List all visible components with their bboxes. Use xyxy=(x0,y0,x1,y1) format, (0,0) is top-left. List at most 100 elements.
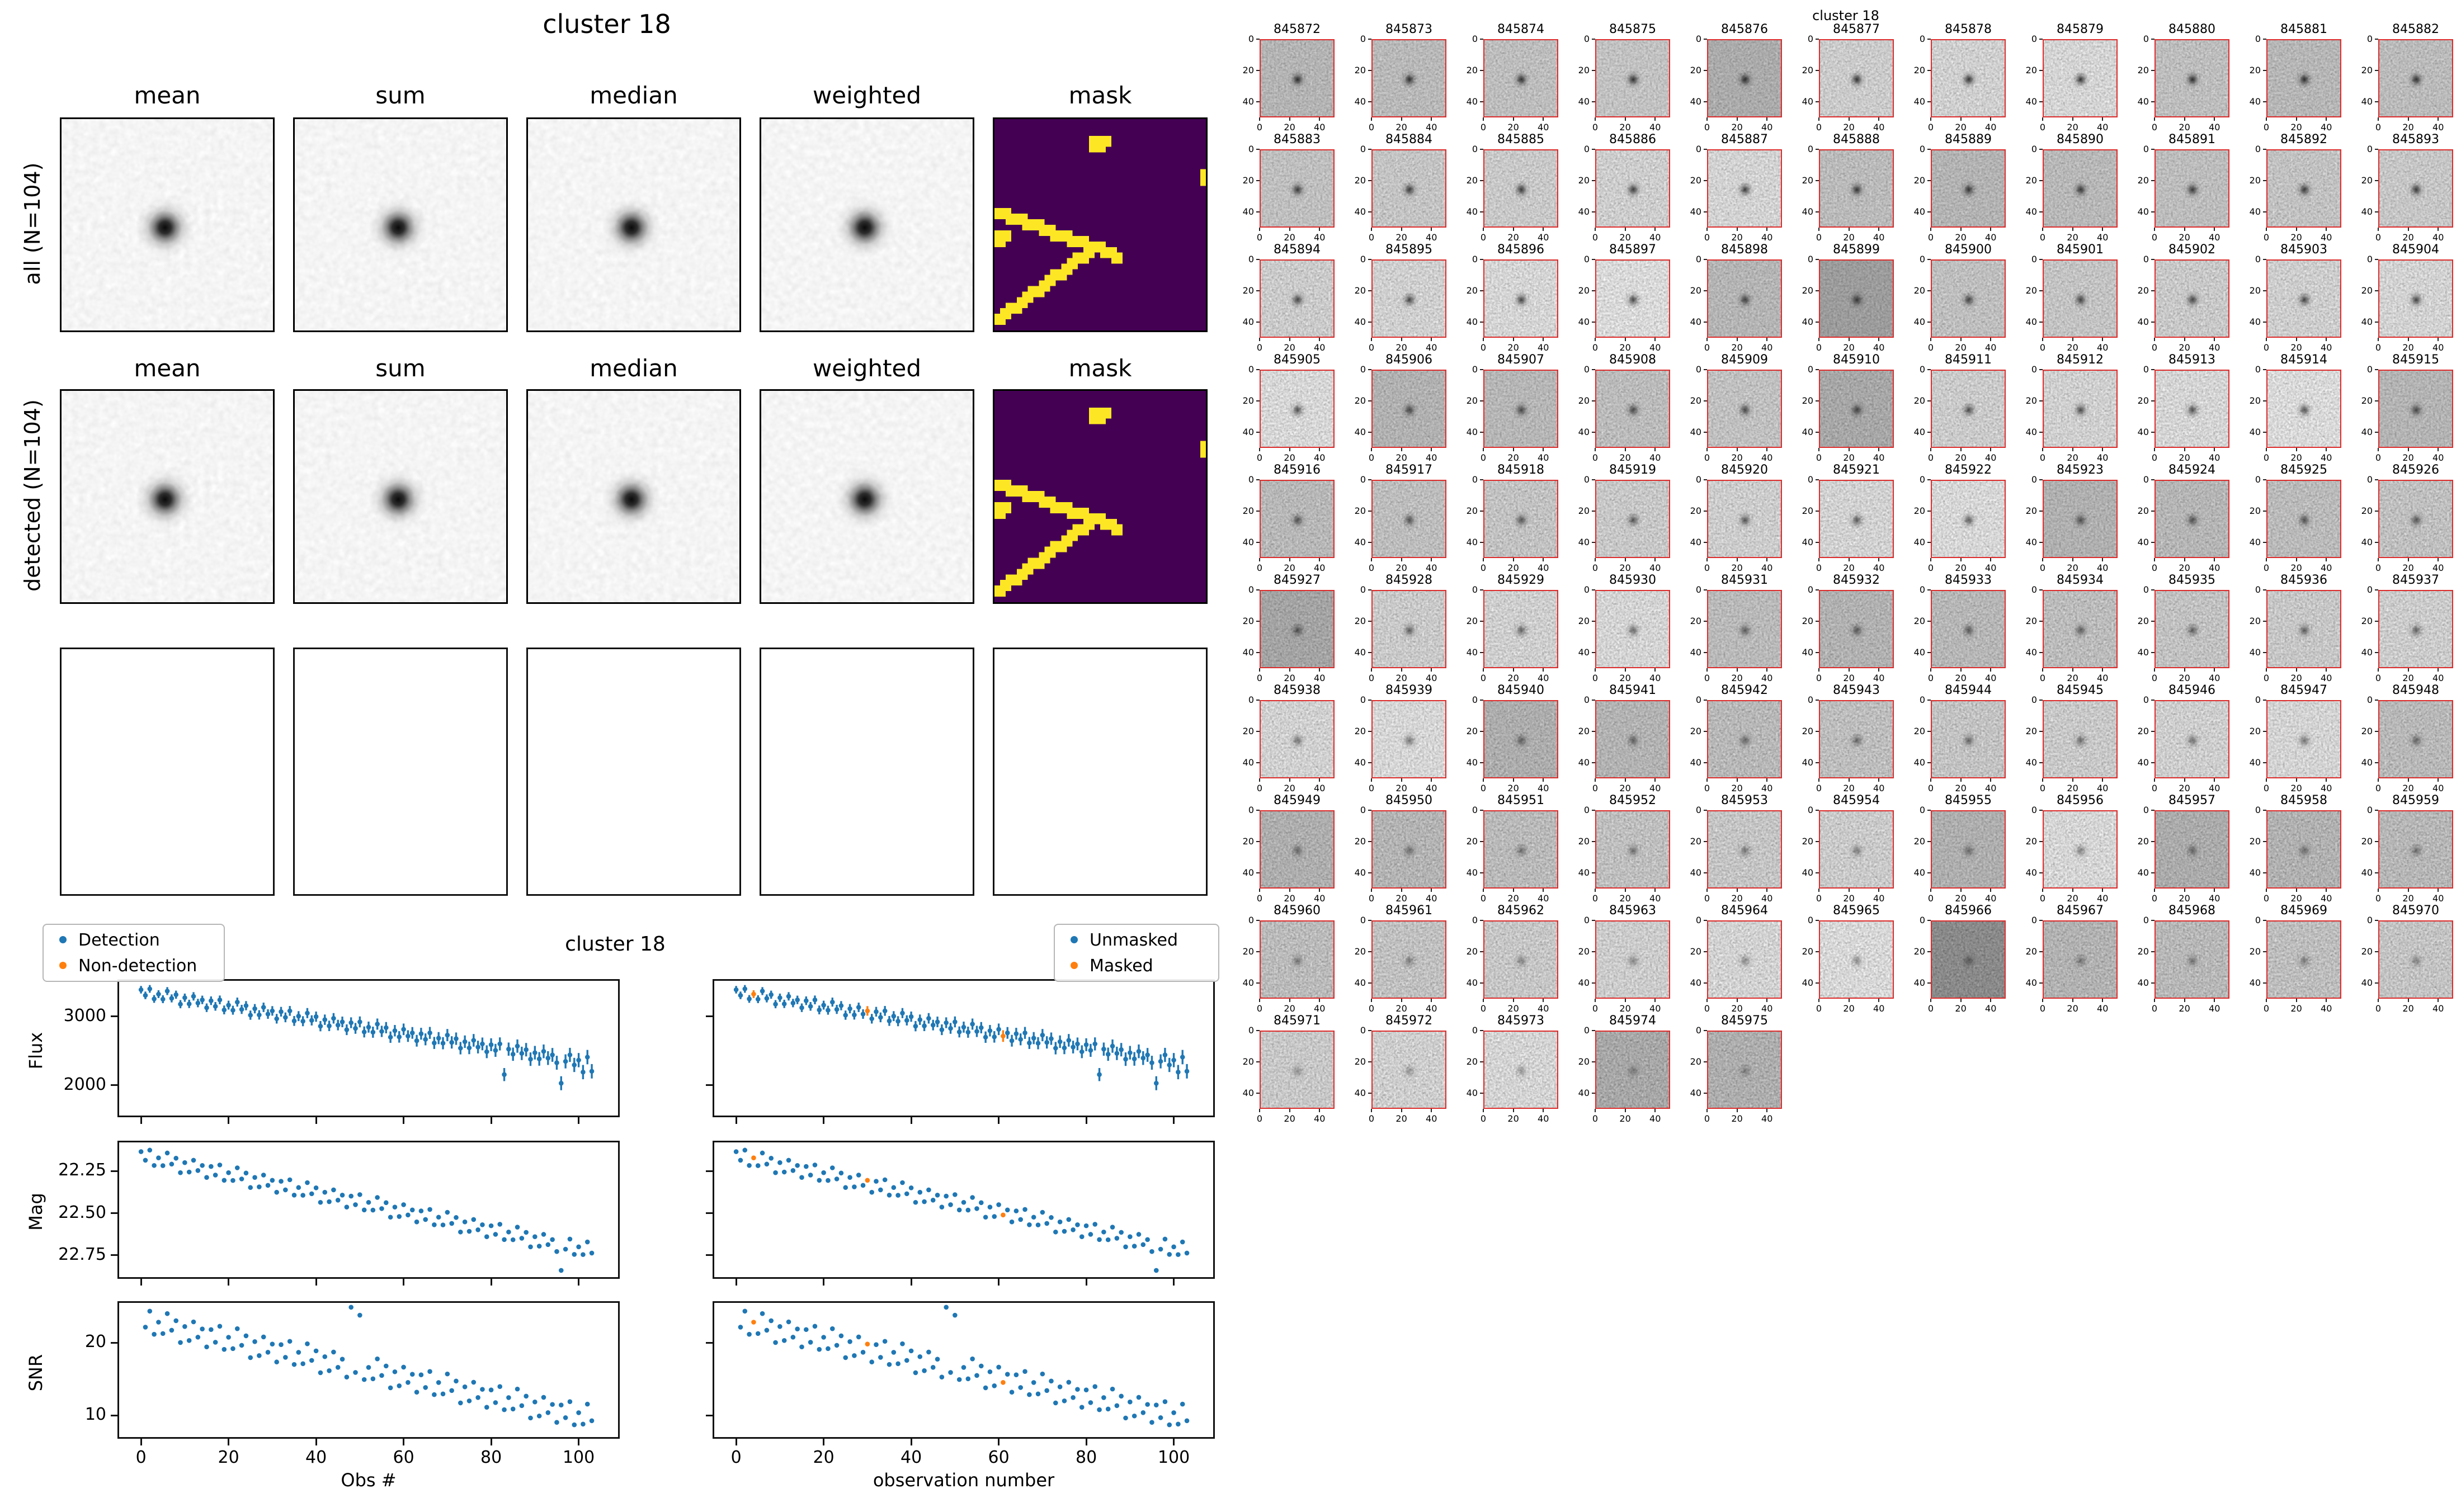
thumb-y-tick-mark xyxy=(1368,621,1371,622)
thumb-x-tick-mark xyxy=(1848,558,1850,561)
x-tick-mark xyxy=(910,1117,912,1124)
cutout-image xyxy=(1708,261,1781,337)
thumb-y-tick-mark xyxy=(1368,1030,1371,1031)
thumb-y-tick-mark xyxy=(1480,1030,1483,1031)
cutout-image xyxy=(2044,40,2116,116)
thumb-x-tick-mark xyxy=(1595,889,1596,892)
cutout-label: 845949 xyxy=(1274,793,1321,807)
thumb-y-tick-mark xyxy=(1368,920,1371,921)
thumb-y-tick-label: 0 xyxy=(2366,254,2373,264)
thumb-y-tick-label: 20 xyxy=(1578,1056,1590,1067)
thumb-y-tick-label: 20 xyxy=(2361,946,2373,957)
thumb-y-tick-mark xyxy=(1480,542,1483,543)
thumb-y-tick-label: 20 xyxy=(1466,726,1478,736)
thumb-x-tick-mark xyxy=(2042,889,2043,892)
thumb-y-tick-label: 20 xyxy=(2025,175,2037,186)
thumb-x-tick-label: 40 xyxy=(1873,783,1885,793)
thumb-y-tick-mark xyxy=(1256,511,1260,512)
cutout-label: 845901 xyxy=(2057,243,2104,257)
thumb-x-tick-label: 0 xyxy=(2375,232,2382,243)
thumb-y-tick-mark xyxy=(2263,39,2266,40)
thumb-x-tick-label: 0 xyxy=(2263,232,2270,243)
thumb-x-tick-mark xyxy=(2102,668,2104,672)
thumb-y-tick-mark xyxy=(2375,841,2378,842)
thumb-y-tick-mark xyxy=(1704,951,1707,952)
thumb-x-tick-mark xyxy=(1595,1109,1596,1112)
unmasked-marker-icon xyxy=(1071,936,1078,943)
thumb-y-tick-mark xyxy=(1256,1093,1260,1094)
thumb-y-tick-mark xyxy=(1256,259,1260,260)
thumb-x-tick-mark xyxy=(1512,338,1514,341)
thumb-x-tick-label: 0 xyxy=(1368,342,1375,353)
thumb-y-tick-mark xyxy=(2039,70,2043,71)
thumb-x-tick-mark xyxy=(1483,228,1484,231)
thumb-x-tick-mark xyxy=(2266,558,2267,561)
thumb-y-tick-label: 40 xyxy=(1913,206,1925,217)
cutout-tile xyxy=(2266,590,2341,668)
thumb-y-tick-mark xyxy=(2375,920,2378,921)
thumb-x-tick-label: 40 xyxy=(2432,563,2444,573)
thumb-x-tick-label: 0 xyxy=(1704,452,1710,463)
thumb-y-tick-label: 40 xyxy=(2361,206,2373,217)
thumb-x-tick-mark xyxy=(1848,889,1850,892)
thumb-x-tick-mark xyxy=(1595,448,1596,451)
cutout-image xyxy=(2267,811,2340,887)
thumb-y-tick-mark xyxy=(2263,511,2266,512)
legend-item: Detection xyxy=(44,927,224,952)
thumb-x-tick-label: 20 xyxy=(1507,563,1519,573)
cutout-image xyxy=(1261,481,1333,557)
thumb-x-tick-mark xyxy=(2266,778,2267,782)
cutout-image xyxy=(1596,261,1669,337)
cutout-image xyxy=(1708,591,1781,667)
thumb-x-tick-label: 0 xyxy=(2151,232,2158,243)
thumb-y-tick-label: 0 xyxy=(2031,584,2037,595)
thumb-x-tick-label: 0 xyxy=(1592,673,1599,683)
thumb-x-tick-mark xyxy=(2266,889,2267,892)
thumb-y-tick-mark xyxy=(2039,400,2043,401)
thumb-y-tick-label: 0 xyxy=(2366,694,2373,705)
thumb-x-tick-mark xyxy=(1654,558,1656,561)
x-tick-mark xyxy=(998,1439,1000,1445)
cutout-label: 845936 xyxy=(2280,573,2327,587)
thumb-y-tick-mark xyxy=(2039,810,2043,811)
thumb-y-tick-label: 40 xyxy=(1913,316,1925,327)
thumb-x-tick-mark xyxy=(2295,668,2297,672)
thumb-y-tick-label: 40 xyxy=(2025,977,2037,988)
cutout-label: 845886 xyxy=(1609,133,1656,147)
thumb-y-tick-label: 20 xyxy=(1466,285,1478,296)
cutout-label: 845900 xyxy=(1945,243,1992,257)
thumb-x-tick-mark xyxy=(2295,117,2297,121)
thumb-y-tick-label: 0 xyxy=(2255,254,2261,264)
thumb-y-tick-mark xyxy=(1927,872,1931,873)
thumb-x-tick-label: 0 xyxy=(1927,342,1934,353)
thumb-x-tick-mark xyxy=(2407,668,2409,672)
cutout-image xyxy=(2044,701,2116,777)
thumb-y-tick-mark xyxy=(2263,259,2266,260)
thumb-x-tick-label: 20 xyxy=(1731,232,1743,243)
thumb-x-tick-mark xyxy=(1990,999,1992,1002)
thumb-y-tick-label: 40 xyxy=(1913,757,1925,768)
cutout-tile xyxy=(2154,370,2229,448)
thumb-y-tick-mark xyxy=(2263,432,2266,433)
thumb-x-tick-mark xyxy=(2214,228,2215,231)
cutout-label: 845917 xyxy=(1385,463,1432,477)
empty-panel xyxy=(760,648,974,896)
thumb-x-tick-label: 20 xyxy=(1284,1003,1295,1014)
thumb-x-tick-mark xyxy=(1289,889,1290,892)
thumb-y-tick-mark xyxy=(2151,70,2154,71)
thumb-y-tick-label: 20 xyxy=(1690,285,1701,296)
thumb-y-tick-label: 40 xyxy=(1913,537,1925,547)
thumb-x-tick-mark xyxy=(2072,999,2073,1002)
thumb-x-tick-mark xyxy=(1259,999,1260,1002)
cutout-label: 845883 xyxy=(1274,133,1321,147)
y-tick-mark xyxy=(706,1084,713,1086)
cutout-image xyxy=(1261,701,1333,777)
thumb-y-tick-mark xyxy=(2039,101,2043,102)
thumb-y-tick-label: 0 xyxy=(1360,805,1366,815)
x-tick-mark xyxy=(578,1439,580,1445)
thumb-x-tick-label: 0 xyxy=(1927,673,1934,683)
x-tick-mark xyxy=(228,1117,230,1124)
thumb-y-tick-mark xyxy=(1368,369,1371,370)
thumb-x-tick-label: 0 xyxy=(2039,1003,2046,1014)
thumb-y-tick-mark xyxy=(1256,810,1260,811)
